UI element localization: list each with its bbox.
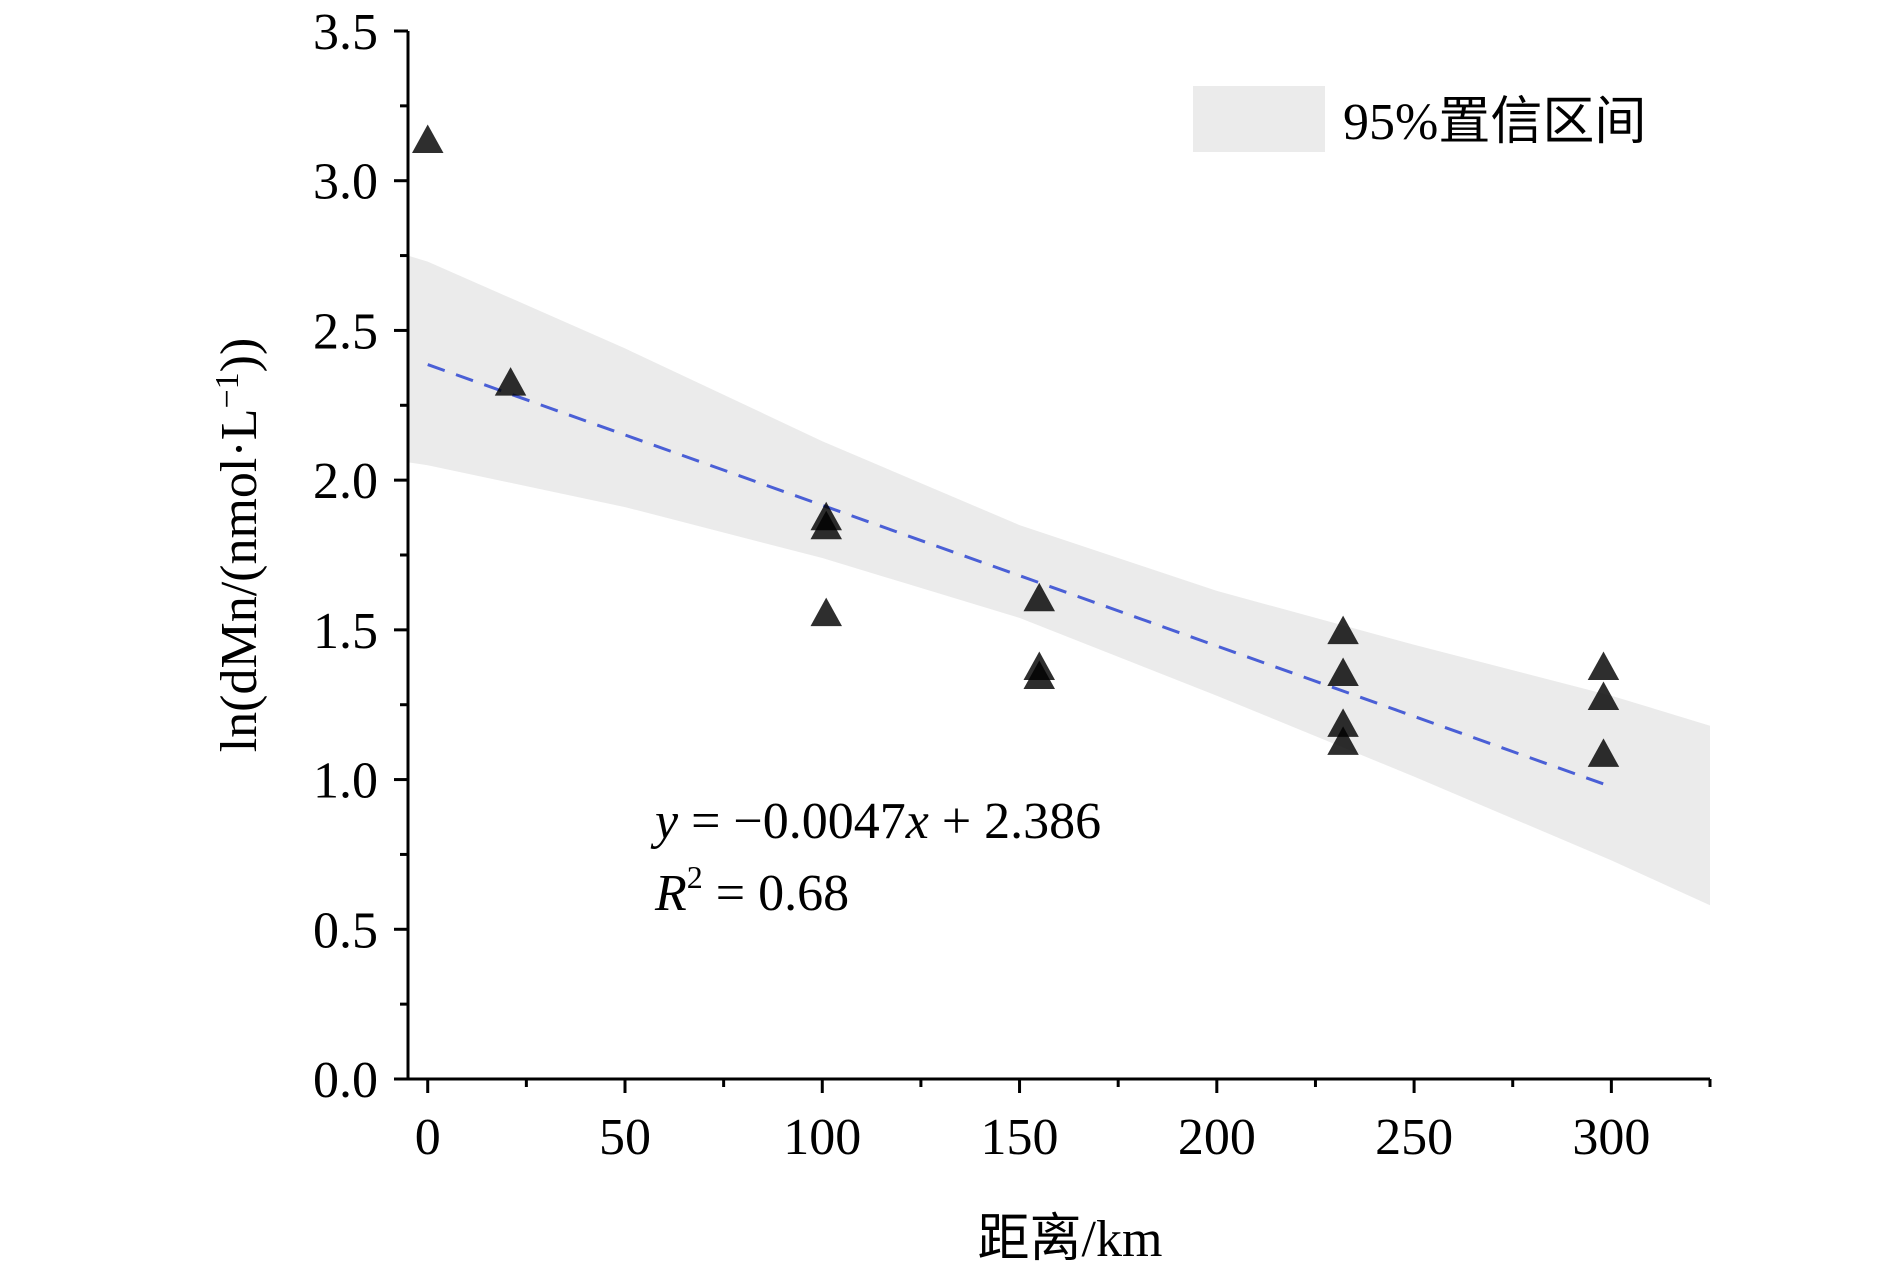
x-tick-label-50: 50 <box>599 1109 651 1166</box>
data-point-10 <box>1327 708 1359 737</box>
y-axis-label-main: ln(dMn/(nmol·L <box>211 409 268 753</box>
equation-part-2: + 2.386 <box>929 793 1101 850</box>
y-tick-label-3.5: 3.5 <box>313 4 378 61</box>
data-point-1 <box>494 367 527 396</box>
data-point-4 <box>810 597 842 627</box>
equation-x-var: x <box>905 793 929 850</box>
confidence-band-layer <box>408 255 1710 906</box>
data-point-5 <box>1023 582 1055 612</box>
data-point-7 <box>1023 660 1055 689</box>
y-tick-label-1: 1.0 <box>313 753 378 810</box>
r-squared-var: R <box>654 865 687 922</box>
x-tick-label-300: 300 <box>1572 1109 1650 1166</box>
data-point-0 <box>412 124 444 153</box>
x-tick-label-0: 0 <box>415 1109 441 1166</box>
y-axis-label-end: )) <box>211 338 268 373</box>
data-point-8 <box>1327 615 1359 645</box>
equation-y-var: y <box>650 793 679 850</box>
y-tick-label-1.5: 1.5 <box>313 603 378 660</box>
confidence-band <box>408 255 1710 906</box>
data-point-12 <box>1587 651 1620 680</box>
r-squared-value: = 0.68 <box>703 865 849 922</box>
x-axis-label: 距离/km <box>978 1211 1163 1268</box>
data-point-13 <box>1587 681 1620 710</box>
data-point-14 <box>1587 738 1620 767</box>
y-tick-label-2.5: 2.5 <box>313 303 378 360</box>
x-tick-label-150: 150 <box>981 1109 1059 1166</box>
y-tick-label-3: 3.0 <box>313 154 378 211</box>
ticks-layer: 0 50 100 150 200 250 300 0.0 0.5 1.0 1.5 2.0 2.5 3.0 3… <box>313 4 1712 1166</box>
y-tick-label-0.5: 0.5 <box>313 902 378 959</box>
y-axis-label-sup: −1 <box>209 372 246 408</box>
equation-part-1: = −0.0047 <box>678 793 906 850</box>
data-point-9 <box>1327 657 1359 686</box>
legend-label: 95%置信区间 <box>1343 94 1646 151</box>
x-tick-label-200: 200 <box>1178 1109 1256 1166</box>
legend: 95%置信区间 <box>1193 86 1646 152</box>
y-tick-label-0: 0.0 <box>313 1052 378 1109</box>
y-tick-label-2: 2.0 <box>313 453 378 510</box>
r-squared-sup: 2 <box>687 859 703 895</box>
r-squared: R2 = 0.68 <box>654 859 849 922</box>
data-points-layer <box>412 124 1620 767</box>
x-tick-label-250: 250 <box>1375 1109 1453 1166</box>
data-point-3 <box>810 510 842 540</box>
data-point-11 <box>1327 726 1359 755</box>
legend-swatch <box>1193 86 1325 152</box>
x-tick-label-100: 100 <box>783 1109 861 1166</box>
regression-equation: y = −0.0047x + 2.386 <box>650 793 1101 850</box>
y-axis-label: ln(dMn/(nmol·L−1)) <box>209 338 268 753</box>
